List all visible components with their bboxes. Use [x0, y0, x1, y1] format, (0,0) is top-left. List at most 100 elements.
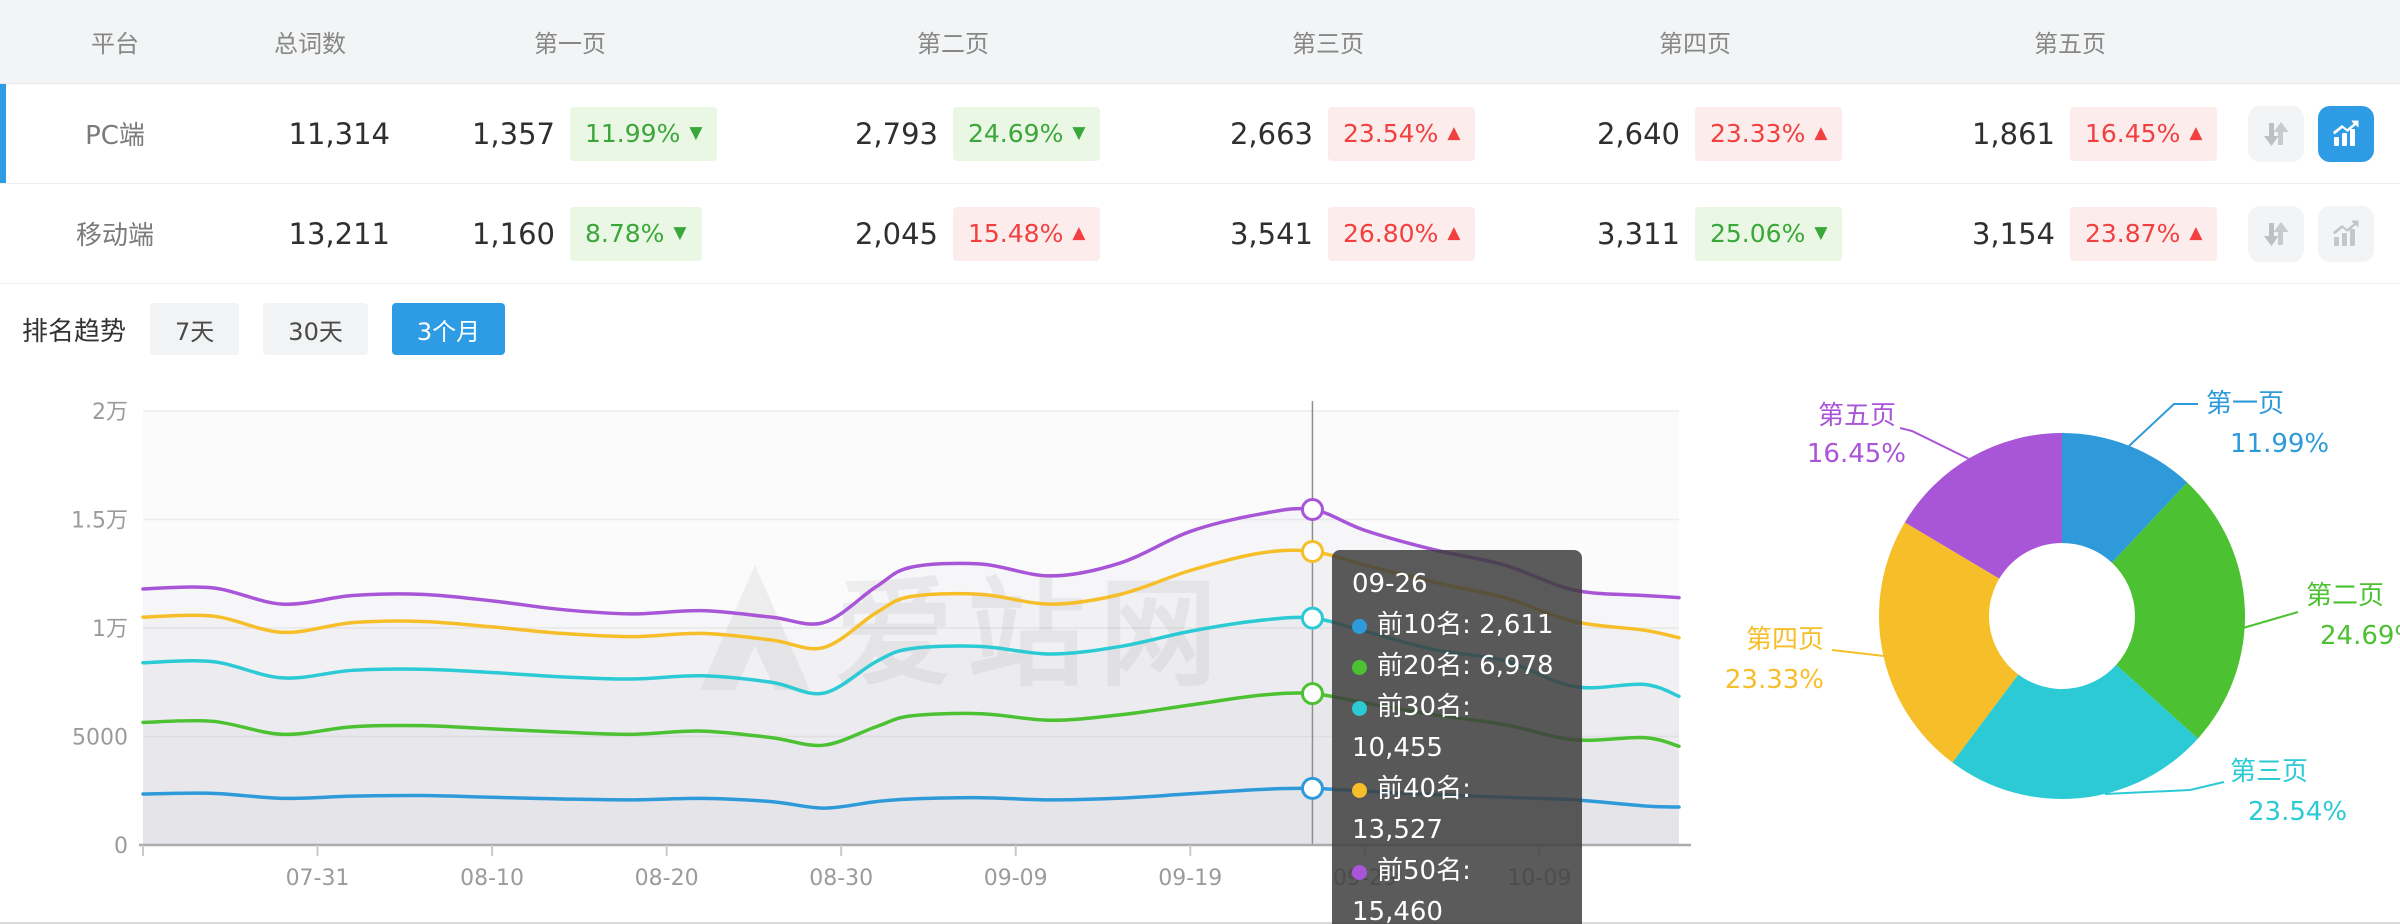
- line-chart-icon: [2333, 120, 2359, 146]
- change-pct: 23.87%: [2085, 219, 2181, 248]
- line-chart-icon: [2333, 220, 2359, 246]
- change-pct: 26.80%: [1343, 219, 1439, 248]
- trend-arrow-icon: ▼: [1072, 123, 1086, 143]
- trend-arrow-icon: ▲: [1814, 123, 1828, 143]
- page-count: 1,357: [471, 116, 555, 151]
- change-badge: 15.48% ▲: [953, 206, 1101, 261]
- trend-arrow-icon: ▲: [1447, 123, 1461, 143]
- trend-chart-button[interactable]: [2318, 106, 2374, 162]
- y-axis-label: 5000: [72, 726, 128, 751]
- donut-slice-第三页[interactable]: [1952, 664, 2198, 799]
- page-4-group: 2,640 23.33% ▲: [1540, 106, 1850, 161]
- donut-percent: 23.33%: [1725, 665, 1824, 695]
- total-words-value: 11,314: [288, 116, 390, 151]
- table-row-mobile[interactable]: 移动端 13,211 1,160 8.78% ▼ 2,045 15.48% ▲ 3,…: [0, 184, 2400, 284]
- header-page-2: 第二页: [917, 30, 989, 58]
- y-axis-label: 1.5万: [71, 509, 128, 534]
- trend-arrow-icon: ▼: [1814, 223, 1828, 243]
- leader-line: [2104, 781, 2225, 795]
- trend-arrow-icon: ▲: [1447, 223, 1461, 243]
- change-pct: 11.99%: [585, 119, 681, 148]
- page-3-group: 3,541 26.80% ▲: [1173, 206, 1483, 261]
- donut-percent: 11.99%: [2230, 429, 2329, 459]
- y-axis-label: 1万: [92, 617, 128, 642]
- tooltip-row: 前30名: 10,455: [1352, 692, 1471, 763]
- donut-label: 第五页: [1818, 401, 1896, 431]
- page-count: 3,311: [1596, 216, 1680, 251]
- header-page-4: 第四页: [1659, 30, 1731, 58]
- hover-marker: [1300, 606, 1324, 630]
- watermark: 爱站网: [700, 565, 1217, 703]
- page-3-group: 2,663 23.54% ▲: [1173, 106, 1483, 161]
- trend-arrow-icon: ▲: [1072, 223, 1086, 243]
- change-pct: 23.33%: [1710, 119, 1806, 148]
- donut-slice-第一页[interactable]: [2062, 433, 2188, 563]
- change-pct: 25.06%: [1710, 219, 1806, 248]
- donut-percent: 23.54%: [2248, 797, 2347, 827]
- change-pct: 24.69%: [968, 119, 1064, 148]
- leader-line: [1899, 427, 1972, 461]
- tooltip-row: 前10名: 2,611: [1352, 605, 1562, 646]
- hover-marker: [1300, 776, 1324, 800]
- range-button-3m[interactable]: 3个月: [391, 303, 506, 355]
- page-count: 1,160: [471, 216, 555, 251]
- charts-canvas[interactable]: 0 5000 1万 1.5万 2万爱站网 07-31 08-10 08-20 08-30 09-0…: [0, 370, 2400, 924]
- series-dot-icon: [1352, 660, 1367, 675]
- donut-slice-第四页[interactable]: [1878, 522, 2019, 763]
- page-4-group: 3,311 25.06% ▼: [1540, 206, 1850, 261]
- donut-chart[interactable]: 第一页 11.99% 第二页 24.69% 第三页 23.54% 第四页 23.33% 第五页 1…: [1725, 389, 2400, 827]
- page-1-group: 1,160 8.78% ▼: [415, 206, 725, 261]
- x-axis-label: 09-09: [984, 866, 1048, 891]
- change-badge: 23.87% ▲: [2070, 206, 2218, 261]
- table-header: 平台 总词数 第一页 第二页 第三页 第四页 第五页: [0, 0, 2400, 84]
- page-5-group: 1,861 16.45% ▲: [1915, 106, 2225, 161]
- tooltip-row: 前50名: 15,460: [1352, 856, 1471, 924]
- change-pct: 16.45%: [2085, 119, 2181, 148]
- range-button-7d[interactable]: 7天: [150, 303, 240, 355]
- page-count: 2,640: [1596, 116, 1680, 151]
- leader-line: [1831, 649, 1885, 657]
- donut-slice-第二页[interactable]: [2111, 482, 2245, 739]
- donut-percent: 16.45%: [1807, 439, 1906, 469]
- sort-button[interactable]: [2248, 206, 2304, 262]
- line-chart[interactable]: 0 5000 1万 1.5万 2万爱站网 07-31 08-10 08-20 08-30 09-0…: [71, 400, 1691, 891]
- platform-label: PC端: [85, 121, 145, 151]
- page-count: 2,793: [854, 116, 938, 151]
- total-words-value: 13,211: [288, 216, 390, 251]
- header-page-3: 第三页: [1292, 30, 1364, 58]
- change-badge: 8.78% ▼: [570, 206, 702, 261]
- page-count: 2,045: [854, 216, 938, 251]
- donut-percent: 24.69%: [2320, 621, 2400, 651]
- row-actions: [2248, 106, 2374, 162]
- donut-label: 第三页: [2230, 757, 2308, 787]
- x-axis-label: 08-20: [635, 866, 699, 891]
- table-row-pc[interactable]: PC端 11,314 1,357 11.99% ▼ 2,793 24.69% ▼ 2…: [0, 84, 2400, 184]
- x-axis-label: 08-10: [460, 866, 524, 891]
- change-badge: 16.45% ▲: [2070, 106, 2218, 161]
- series-dot-icon: [1352, 701, 1367, 716]
- trend-arrow-icon: ▼: [673, 223, 687, 243]
- hover-marker: [1300, 539, 1324, 563]
- sort-button[interactable]: [2248, 106, 2304, 162]
- tooltip-row: 前20名: 6,978: [1352, 646, 1562, 687]
- header-page-5: 第五页: [2034, 30, 2106, 58]
- leader-line: [2242, 611, 2299, 629]
- header-page-1: 第一页: [534, 30, 606, 58]
- change-pct: 15.48%: [968, 219, 1064, 248]
- donut-label: 第四页: [1746, 625, 1824, 655]
- series-dot-icon: [1352, 865, 1367, 880]
- tooltip-row: 前40名: 13,527: [1352, 774, 1471, 845]
- series-line-前50名: [141, 506, 1681, 626]
- y-axis-label: 2万: [92, 400, 128, 425]
- change-badge: 25.06% ▼: [1695, 206, 1843, 261]
- change-badge: 11.99% ▼: [570, 106, 718, 161]
- header-total-words: 总词数: [274, 30, 346, 58]
- trend-chart-button[interactable]: [2318, 206, 2374, 262]
- y-axis-label: 0: [114, 834, 128, 859]
- page-count: 3,541: [1229, 216, 1313, 251]
- range-button-30d[interactable]: 30天: [263, 303, 368, 355]
- donut-slice-第五页[interactable]: [1904, 433, 2062, 579]
- series-dot-icon: [1352, 619, 1367, 634]
- donut-label: 第一页: [2206, 389, 2284, 419]
